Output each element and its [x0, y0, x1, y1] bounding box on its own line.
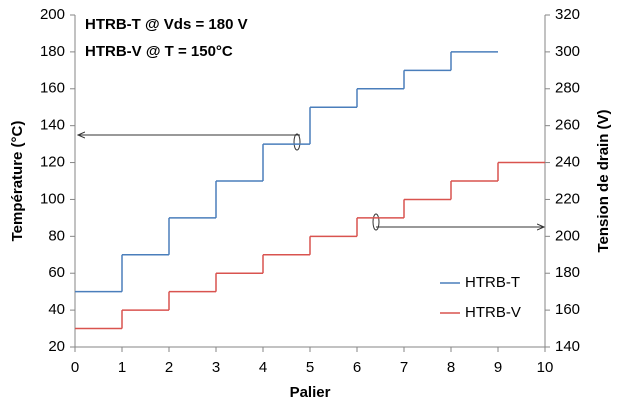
y-tick-label: 120 [40, 154, 65, 171]
y-tick-label: 20 [48, 338, 65, 355]
x-tick-label: 3 [212, 359, 220, 376]
y-tick-label: 100 [40, 190, 65, 207]
legend-label: HTRB-T [465, 274, 520, 291]
x-tick-label: 4 [259, 359, 267, 376]
y-tick-label: 160 [40, 80, 65, 97]
y-tick-label: 140 [40, 117, 65, 134]
x-tick-label: 6 [353, 359, 361, 376]
x-tick-label: 5 [306, 359, 314, 376]
y2-tick-label: 220 [555, 190, 580, 207]
y2-tick-label: 160 [555, 301, 580, 318]
y2-tick-label: 260 [555, 117, 580, 134]
y-tick-label: 180 [40, 43, 65, 60]
x-tick-label: 9 [494, 359, 502, 376]
x-tick-label: 8 [447, 359, 455, 376]
x-tick-label: 1 [118, 359, 126, 376]
ellipse [372, 213, 380, 231]
y2-tick-label: 240 [555, 154, 580, 171]
x-axis-label: Palier [290, 384, 331, 401]
y-axis-label: Température (°C) [9, 121, 26, 242]
y2-axis-label: Tension de drain (V) [595, 109, 612, 252]
y-tick-label: 80 [48, 227, 65, 244]
y2-tick-label: 320 [555, 6, 580, 23]
y2-tick-label: 300 [555, 43, 580, 60]
y-tick-label: 60 [48, 264, 65, 281]
y2-tick-label: 180 [555, 264, 580, 281]
x-tick-label: 7 [400, 359, 408, 376]
ellipse [293, 133, 301, 151]
x-tick-label: 10 [537, 359, 554, 376]
y2-tick-label: 200 [555, 227, 580, 244]
annotation: HTRB-T @ Vds = 180 V [85, 16, 248, 33]
x-tick-label: 2 [165, 359, 173, 376]
legend-label: HTRB-V [465, 304, 521, 321]
y2-tick-label: 140 [555, 338, 580, 355]
y-tick-label: 200 [40, 6, 65, 23]
y2-tick-label: 280 [555, 80, 580, 97]
y-tick-label: 40 [48, 301, 65, 318]
x-tick-label: 0 [71, 359, 79, 376]
annotation: HTRB-V @ T = 150°C [85, 43, 233, 60]
